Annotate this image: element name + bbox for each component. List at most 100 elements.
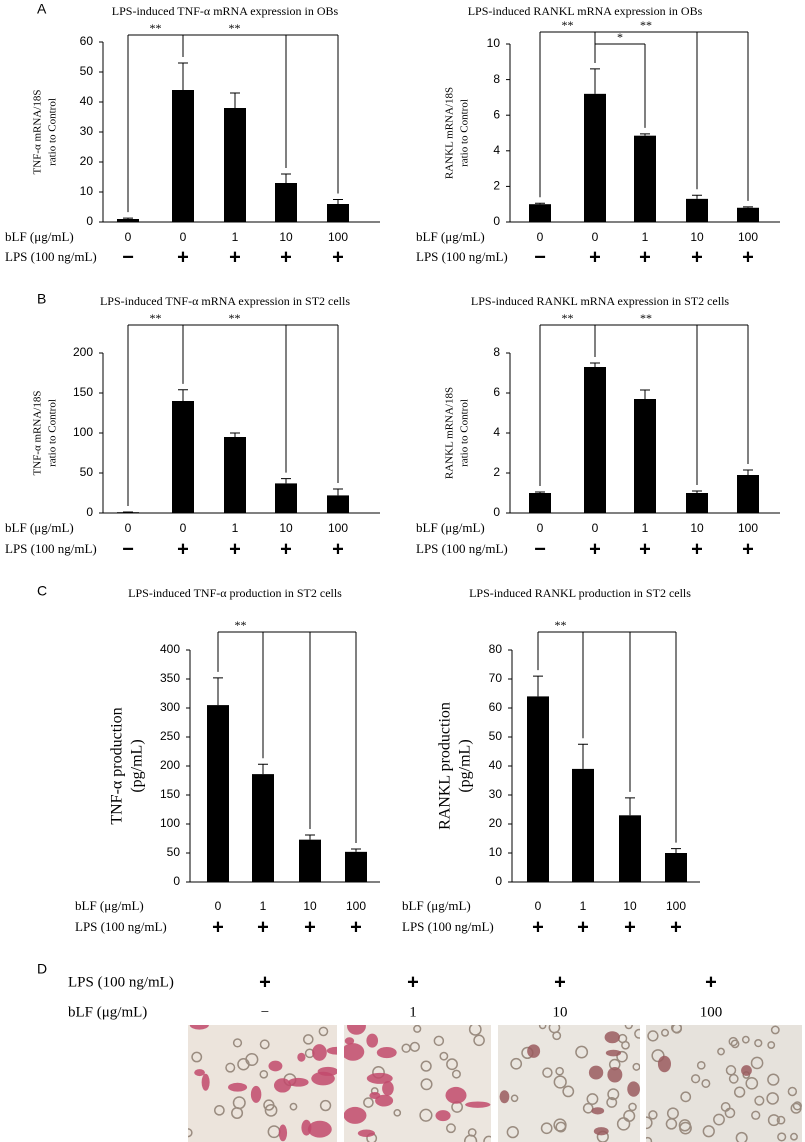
micrograph-cell <box>245 1052 259 1067</box>
error-bar <box>281 173 291 183</box>
lps-sign: + <box>304 916 316 938</box>
row-label: bLF (μg/mL) <box>5 229 74 244</box>
x-tick-label: 0 <box>537 230 544 244</box>
bar <box>634 399 656 513</box>
micrograph-cell <box>777 1132 787 1142</box>
lps-sign: + <box>691 246 703 268</box>
micrograph-cell <box>627 1081 640 1097</box>
micrograph-cell <box>542 1067 553 1078</box>
bar <box>224 437 246 513</box>
micrograph-cell <box>713 1113 725 1126</box>
error-bar <box>258 763 268 775</box>
micrograph-cell <box>468 1025 482 1036</box>
micrograph-cell <box>375 1094 394 1107</box>
micrograph-cell <box>344 1106 367 1124</box>
y-tick-label: 10 <box>487 36 501 50</box>
y-tick-label: 350 <box>160 671 180 685</box>
x-tick-label: 100 <box>738 230 758 244</box>
lps-sign: + <box>554 971 566 993</box>
y-axis-label: RANKL mRNA/18S <box>444 87 456 179</box>
row-label: LPS (100 ng/mL) <box>75 919 167 934</box>
micrograph-cell <box>268 1060 283 1072</box>
micrograph-cell <box>419 1108 433 1122</box>
row-label: LPS (100 ng/mL) <box>402 919 494 934</box>
micrograph-cell <box>582 1102 594 1114</box>
row-label: LPS (100 ng/mL) <box>416 541 508 556</box>
blf-value: 1 <box>409 1004 417 1020</box>
bar <box>299 839 321 882</box>
lps-sign: − <box>534 538 546 560</box>
micrograph-cell <box>420 1060 432 1072</box>
chart-title: LPS-induced RANKL production in ST2 cell… <box>469 586 691 600</box>
bar <box>252 774 274 882</box>
y-tick-label: 400 <box>160 642 180 656</box>
micrograph-cell <box>690 1074 701 1084</box>
micrograph-cell <box>591 1107 605 1115</box>
y-tick-label: 8 <box>493 345 500 359</box>
y-tick-label: 80 <box>489 642 503 656</box>
micrograph-cell <box>586 1093 599 1105</box>
micrograph-cell <box>665 1118 678 1130</box>
micrograph-cell <box>446 1058 458 1071</box>
micrograph-cell <box>657 1055 671 1073</box>
y-tick-label: 0 <box>173 874 180 888</box>
y-tick-label: 10 <box>489 845 503 859</box>
bar <box>207 705 229 882</box>
micrograph-cell <box>745 1076 759 1090</box>
micrograph-cell <box>347 1025 366 1035</box>
x-tick-label: 1 <box>232 521 239 535</box>
lps-sign: + <box>742 246 754 268</box>
error-bar <box>590 362 600 367</box>
lps-sign: − <box>122 538 134 560</box>
micrograph-cell <box>264 1103 278 1117</box>
micrograph-cell <box>770 1025 780 1035</box>
micrograph-cell <box>733 1086 746 1098</box>
micrograph-cell <box>575 1045 589 1059</box>
micrograph-cell <box>467 1128 477 1137</box>
bar <box>529 493 551 513</box>
error-bar <box>535 491 545 493</box>
x-tick-label: 100 <box>328 230 348 244</box>
micrograph-cell <box>420 1078 433 1091</box>
y-tick-label: 0 <box>495 874 502 888</box>
x-tick-label: 10 <box>279 521 293 535</box>
y-axis-label: ratio to Control <box>47 399 59 467</box>
micrograph-cell <box>382 1081 394 1096</box>
micrograph-cell <box>527 1044 541 1058</box>
micrograph-cell <box>790 1132 798 1141</box>
significance-label: ** <box>150 311 162 325</box>
micrograph-cell <box>201 1073 210 1091</box>
error-bar <box>281 478 291 484</box>
y-tick-label: 150 <box>73 385 93 399</box>
bar <box>327 495 349 513</box>
micrograph-cell <box>606 1096 618 1108</box>
micrograph-cell <box>366 1072 393 1084</box>
micrograph-cell <box>634 1028 640 1039</box>
bar <box>686 198 708 222</box>
error-bar <box>178 389 188 401</box>
error-bar <box>213 677 223 706</box>
y-tick-label: 30 <box>80 124 94 138</box>
micrograph-cell <box>766 1092 779 1105</box>
blf-value: 10 <box>553 1004 568 1020</box>
y-tick-label: 0 <box>493 505 500 519</box>
micrograph-cell <box>754 1038 763 1048</box>
x-tick-label: 10 <box>303 899 317 913</box>
y-axis-label: TNF-α mRNA/18S <box>32 90 44 175</box>
micrograph-cell <box>616 1050 628 1063</box>
blf-value: 100 <box>700 1004 723 1020</box>
micrograph-cell <box>307 1120 332 1138</box>
lps-sign: + <box>177 246 189 268</box>
error-bar <box>123 217 133 219</box>
chart-title: LPS-induced TNF-α production in ST2 cell… <box>128 586 342 600</box>
error-bar <box>640 389 650 399</box>
lps-sign: + <box>589 246 601 268</box>
micrograph-cell <box>366 1033 379 1048</box>
y-tick-label: 50 <box>167 845 181 859</box>
micrograph-cell <box>555 1121 567 1133</box>
chart-title: LPS-induced TNF-α mRNA expression in OBs <box>112 4 339 18</box>
micrograph-cell <box>465 1101 491 1108</box>
significance-bracket <box>594 31 749 201</box>
micrograph-cell <box>413 1025 422 1033</box>
